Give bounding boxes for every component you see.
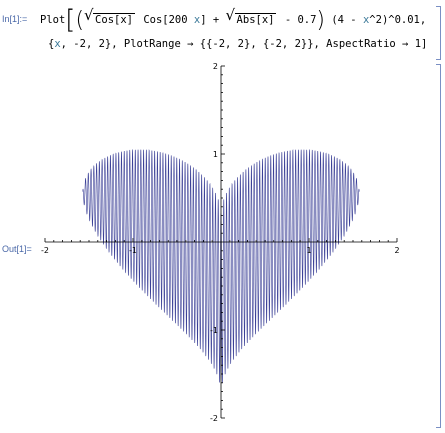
plot-axes: -2 -1 1 2 -2 -1 1 2 bbox=[41, 62, 400, 423]
y-tick-label: -2 bbox=[210, 414, 218, 423]
x-tick-label: 2 bbox=[394, 246, 399, 255]
x-tick-label: 1 bbox=[306, 246, 311, 255]
y-tick-label: 1 bbox=[213, 150, 218, 159]
y-tick-label: 2 bbox=[213, 62, 218, 71]
x-tick-label: -1 bbox=[129, 246, 137, 255]
x-tick-label: -2 bbox=[41, 246, 49, 255]
y-tick-label: -1 bbox=[210, 326, 218, 335]
